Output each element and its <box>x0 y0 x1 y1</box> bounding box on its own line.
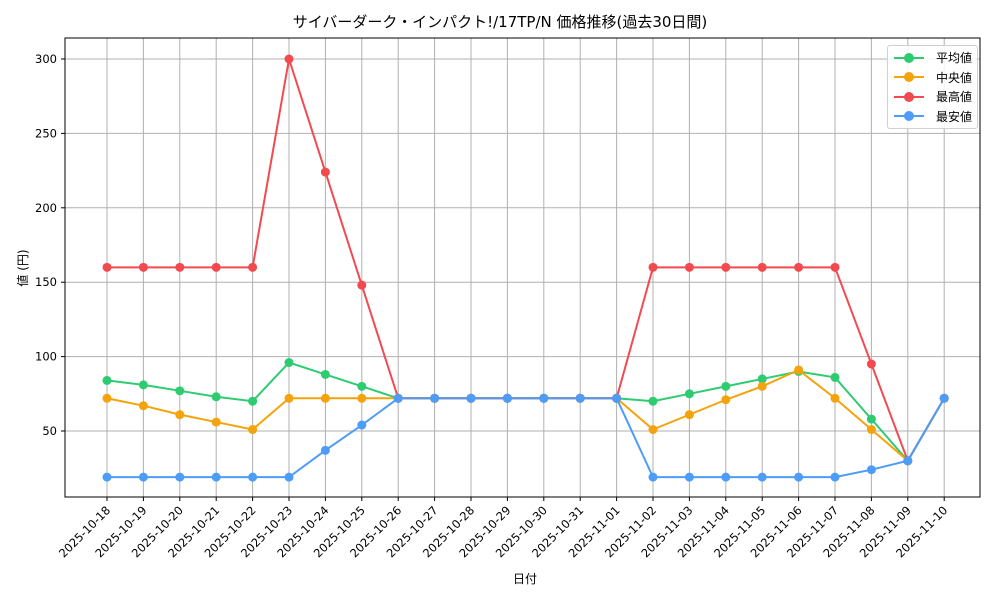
series-平均値 <box>102 358 949 466</box>
data-point <box>175 472 185 482</box>
data-point <box>357 420 367 430</box>
data-point <box>466 393 476 403</box>
data-point <box>684 472 694 482</box>
data-point <box>502 393 512 403</box>
x-axis-label: 日付 <box>513 572 537 586</box>
data-point <box>102 472 112 482</box>
data-point <box>211 417 221 427</box>
data-point <box>757 472 767 482</box>
legend-label: 平均値 <box>936 51 973 66</box>
series-最高値 <box>102 54 949 466</box>
legend-item-average: 平均値 <box>894 48 977 68</box>
data-point <box>648 425 658 435</box>
data-point <box>357 393 367 403</box>
data-point <box>903 456 913 466</box>
data-point <box>393 393 403 403</box>
data-point <box>539 393 549 403</box>
data-point <box>284 358 294 368</box>
data-point <box>320 445 330 455</box>
data-point <box>138 380 148 390</box>
data-point <box>648 262 658 272</box>
data-point <box>175 386 185 396</box>
data-point <box>684 262 694 272</box>
data-point <box>102 375 112 385</box>
data-point <box>721 472 731 482</box>
data-point <box>248 262 258 272</box>
data-point <box>102 262 112 272</box>
legend-marker-icon <box>894 91 924 103</box>
y-axis-label: 値 (円) <box>15 249 30 286</box>
data-point <box>320 393 330 403</box>
data-point <box>575 393 585 403</box>
data-point <box>175 410 185 420</box>
data-point <box>794 262 804 272</box>
legend-item-max: 最高値 <box>894 87 977 107</box>
data-point <box>648 472 658 482</box>
data-point <box>211 262 221 272</box>
data-point <box>684 410 694 420</box>
data-point <box>830 393 840 403</box>
data-point <box>320 167 330 177</box>
data-point <box>684 389 694 399</box>
y-tick-label: 250 <box>35 126 57 140</box>
data-point <box>830 262 840 272</box>
data-point <box>794 365 804 375</box>
legend-marker-icon <box>894 71 924 83</box>
legend-label: 中央値 <box>936 70 973 85</box>
data-point <box>721 395 731 405</box>
data-point <box>866 359 876 369</box>
legend-item-median: 中央値 <box>894 68 977 88</box>
legend-label: 最安値 <box>936 109 973 124</box>
legend-marker-icon <box>894 52 924 64</box>
y-tick-label: 300 <box>35 52 57 66</box>
series-中央値 <box>102 365 949 466</box>
data-point <box>866 465 876 475</box>
data-point <box>794 472 804 482</box>
data-point <box>211 472 221 482</box>
legend: 平均値 中央値 最高値 最安値 <box>887 45 978 129</box>
data-point <box>320 369 330 379</box>
y-tick-label: 50 <box>42 424 57 438</box>
data-point <box>757 262 767 272</box>
data-point <box>211 392 221 402</box>
data-point <box>721 262 731 272</box>
legend-item-min: 最安値 <box>894 107 977 127</box>
legend-label: 最高値 <box>936 90 973 105</box>
data-point <box>830 372 840 382</box>
y-tick-label: 200 <box>35 201 57 215</box>
data-point <box>757 374 767 384</box>
data-series <box>102 54 949 482</box>
data-point <box>939 393 949 403</box>
series-最安値 <box>102 393 949 482</box>
legend-marker-icon <box>894 110 924 122</box>
data-point <box>721 381 731 391</box>
data-point <box>102 393 112 403</box>
data-point <box>248 396 258 406</box>
chart-title: サイバーダーク・インパクト!/17TP/N 価格推移(過去30日間) <box>292 13 708 31</box>
data-point <box>248 472 258 482</box>
data-point <box>138 401 148 411</box>
data-point <box>284 472 294 482</box>
data-point <box>830 472 840 482</box>
data-point <box>284 393 294 403</box>
data-point <box>866 414 876 424</box>
data-point <box>138 262 148 272</box>
data-point <box>357 280 367 290</box>
y-tick-label: 150 <box>35 275 57 289</box>
data-point <box>612 393 622 403</box>
data-point <box>866 425 876 435</box>
data-point <box>357 381 367 391</box>
data-point <box>757 381 767 391</box>
data-point <box>648 396 658 406</box>
y-tick-label: 100 <box>35 350 57 364</box>
data-point <box>430 393 440 403</box>
data-point <box>284 54 294 64</box>
plot-frame <box>64 37 981 498</box>
data-point <box>248 425 258 435</box>
data-point <box>175 262 185 272</box>
data-point <box>138 472 148 482</box>
